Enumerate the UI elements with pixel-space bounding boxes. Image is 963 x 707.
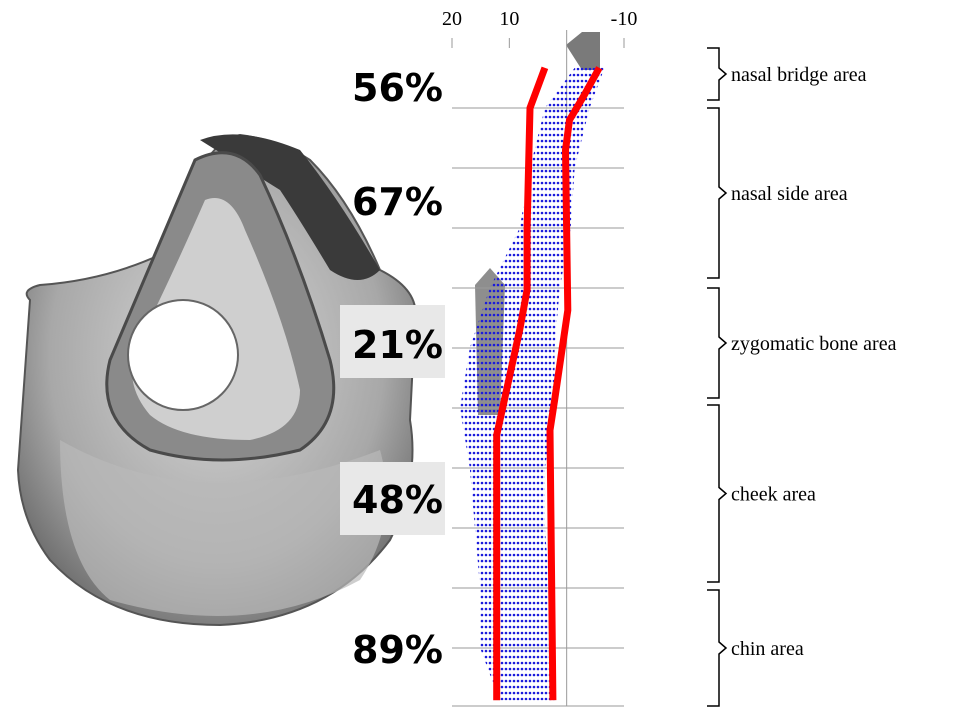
figure: 20 10 -10 56% nasal bridge area 67% nasal sid…: [0, 0, 963, 707]
region-label: chin area: [731, 638, 804, 660]
bracket: [707, 288, 726, 398]
percent-label: 48%: [352, 478, 443, 522]
percent-label: 67%: [352, 180, 443, 224]
percent-label: 21%: [352, 323, 443, 367]
bracket: [707, 405, 726, 582]
percent-label: 89%: [352, 628, 443, 672]
bracket: [707, 108, 726, 278]
percent-label: 56%: [352, 66, 443, 110]
region-label: nasal bridge area: [731, 64, 867, 86]
region-label: zygomatic bone area: [731, 333, 897, 355]
x-tick-label: 20: [442, 8, 462, 30]
region-label: nasal side area: [731, 183, 848, 205]
bracket: [707, 590, 726, 706]
x-tick-label: -10: [611, 8, 638, 30]
bracket: [707, 48, 726, 100]
chart: 20 10 -10: [442, 8, 637, 706]
scatter-band: [460, 68, 605, 700]
x-tick-label: 10: [499, 8, 519, 30]
region-label: cheek area: [731, 484, 816, 506]
arrow-marker: [566, 32, 600, 70]
